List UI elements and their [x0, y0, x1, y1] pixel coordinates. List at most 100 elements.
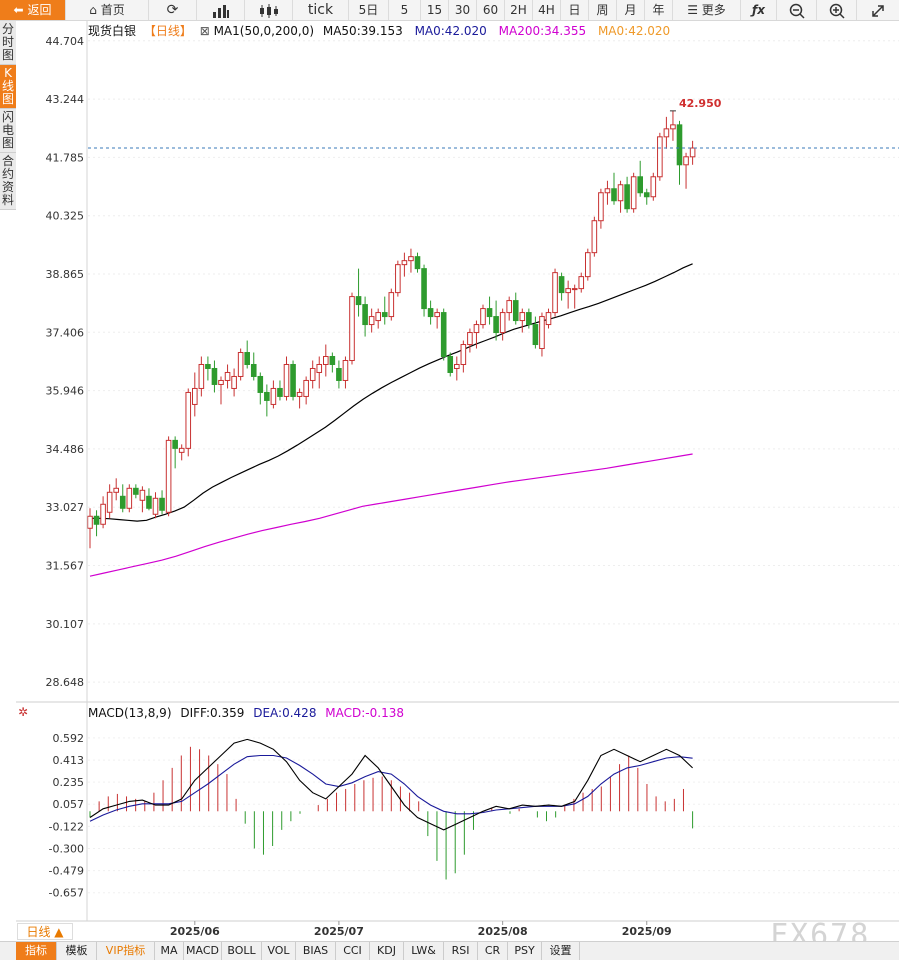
candle-body — [172, 439, 178, 449]
tab-cci[interactable]: CCI — [336, 942, 370, 960]
candle-body — [440, 312, 447, 358]
candle-body — [467, 332, 473, 346]
interval-year[interactable]: 年 — [645, 0, 673, 20]
x-tick-label: 2025/06 — [170, 925, 220, 938]
candle-body — [152, 497, 159, 515]
candles — [87, 110, 696, 549]
tab-boll[interactable]: BOLL — [222, 942, 262, 960]
refresh-button[interactable]: ⟳ — [149, 0, 197, 20]
tab-lw[interactable]: LW& — [404, 942, 444, 960]
candle-body — [283, 363, 290, 397]
indicator-settings-icon[interactable]: ✲ — [18, 705, 28, 719]
macd-y-tick-label: -0.300 — [49, 842, 84, 855]
y-tick-label: 38.865 — [46, 268, 85, 281]
tab-vip-indicator[interactable]: VIP指标 — [97, 942, 155, 960]
legend-ma0b: MA0:42.020 — [598, 24, 670, 38]
interval-week[interactable]: 周 — [589, 0, 617, 20]
more-button[interactable]: ☰ 更多 — [673, 0, 741, 20]
tab-rsi[interactable]: RSI — [444, 942, 478, 960]
legend-ma-toggle-icon: ⊠ — [200, 24, 210, 38]
tab-bias[interactable]: BIAS — [296, 942, 336, 960]
macd-y-tick-label: 0.413 — [53, 754, 85, 767]
candle-body — [427, 308, 434, 318]
candlestick-button[interactable] — [245, 0, 293, 20]
candle-body — [192, 387, 198, 405]
candle-body — [237, 352, 244, 377]
tab-template[interactable]: 模板 — [57, 942, 97, 960]
tab-psy[interactable]: PSY — [508, 942, 542, 960]
candle-body — [539, 316, 545, 350]
candle-body — [257, 375, 264, 393]
tab-vol[interactable]: VOL — [262, 942, 296, 960]
candle-body — [611, 188, 617, 202]
candle-body — [244, 352, 250, 365]
candle-body — [100, 503, 106, 525]
macd-legend-macd: MACD:-0.138 — [325, 706, 404, 720]
interval-2h[interactable]: 2H — [505, 0, 533, 20]
tab-indicator[interactable]: 指标 — [16, 942, 57, 960]
ma200-series — [89, 453, 693, 577]
interval-day[interactable]: 日 — [561, 0, 589, 20]
tab-macd[interactable]: MACD — [184, 942, 222, 960]
legend-ma1: MA1(50,0,200,0) — [214, 24, 314, 38]
indicator-tabbar: 指标 模板 VIP指标 MA MACD BOLL VOL BIAS CCI KD… — [0, 941, 899, 960]
tick-button[interactable]: tick — [293, 0, 349, 20]
home-button[interactable]: ⌂ 首页 — [66, 0, 149, 20]
dea-series — [89, 754, 693, 822]
candle-body — [113, 487, 120, 493]
candle-body — [323, 356, 329, 365]
sidebar-item-contract-info[interactable]: 合约资料 — [0, 153, 16, 210]
interval-5[interactable]: 5 — [389, 0, 421, 20]
menu-icon: ☰ — [687, 3, 698, 17]
candle-body — [454, 363, 460, 369]
back-arrow-icon: ⬅ — [13, 3, 24, 17]
candle-body — [414, 256, 421, 270]
sidebar-item-kline[interactable]: K线图 — [0, 65, 16, 109]
home-icon: ⌂ — [89, 3, 97, 17]
fullscreen-button[interactable] — [857, 0, 899, 20]
candle-body — [87, 515, 93, 529]
ma50-series — [90, 263, 693, 522]
sidebar-item-timeshare[interactable]: 分时图 — [0, 21, 16, 65]
interval-month[interactable]: 月 — [617, 0, 645, 20]
zoom-in-button[interactable] — [817, 0, 857, 20]
tab-ma[interactable]: MA — [155, 942, 184, 960]
macd-grid — [88, 737, 899, 894]
candle-body — [617, 184, 624, 202]
candle-body — [598, 192, 604, 222]
candle-body — [395, 264, 401, 294]
candle-body — [93, 515, 100, 525]
back-button[interactable]: ⬅ 返回 — [0, 0, 66, 20]
y-tick-label: 37.406 — [46, 326, 85, 339]
candle-body — [493, 316, 499, 334]
tab-settings[interactable]: 设置 — [542, 942, 580, 960]
y-tick-label: 33.027 — [46, 501, 85, 514]
candle-body — [558, 276, 565, 294]
price-chart[interactable]: 44.704 43.244 41.785 40.325 38.865 37.406 35.9… — [0, 0, 899, 940]
candle-body — [178, 447, 185, 453]
candle-body — [604, 188, 611, 194]
bar-chart-button[interactable] — [197, 0, 245, 20]
candle-body — [139, 489, 146, 501]
candle-body — [434, 312, 440, 318]
interval-15[interactable]: 15 — [421, 0, 449, 20]
sidebar-item-lightning[interactable]: 闪电图 — [0, 109, 16, 153]
interval-60[interactable]: 60 — [477, 0, 505, 20]
candle-body — [401, 260, 408, 266]
legend-ma200: MA200:34.355 — [499, 24, 587, 38]
zoom-out-button[interactable] — [777, 0, 817, 20]
candle-body — [408, 256, 414, 262]
period-selector[interactable]: 日线 ▲ — [17, 923, 73, 940]
candle-body — [512, 300, 519, 322]
candle-body — [133, 487, 139, 495]
formula-button[interactable]: ƒx — [741, 0, 777, 20]
interval-5d[interactable]: 5日 — [349, 0, 389, 20]
candle-body — [296, 391, 303, 397]
tab-kdj[interactable]: KDJ — [370, 942, 404, 960]
tab-cr[interactable]: CR — [478, 942, 508, 960]
interval-30[interactable]: 30 — [449, 0, 477, 20]
chart-type-sidebar: 分时图 K线图 闪电图 合约资料 — [0, 21, 16, 210]
interval-4h[interactable]: 4H — [533, 0, 561, 20]
price-y-axis: 44.704 43.244 41.785 40.325 38.865 37.406 35.9… — [46, 35, 85, 689]
candle-body — [355, 296, 362, 306]
